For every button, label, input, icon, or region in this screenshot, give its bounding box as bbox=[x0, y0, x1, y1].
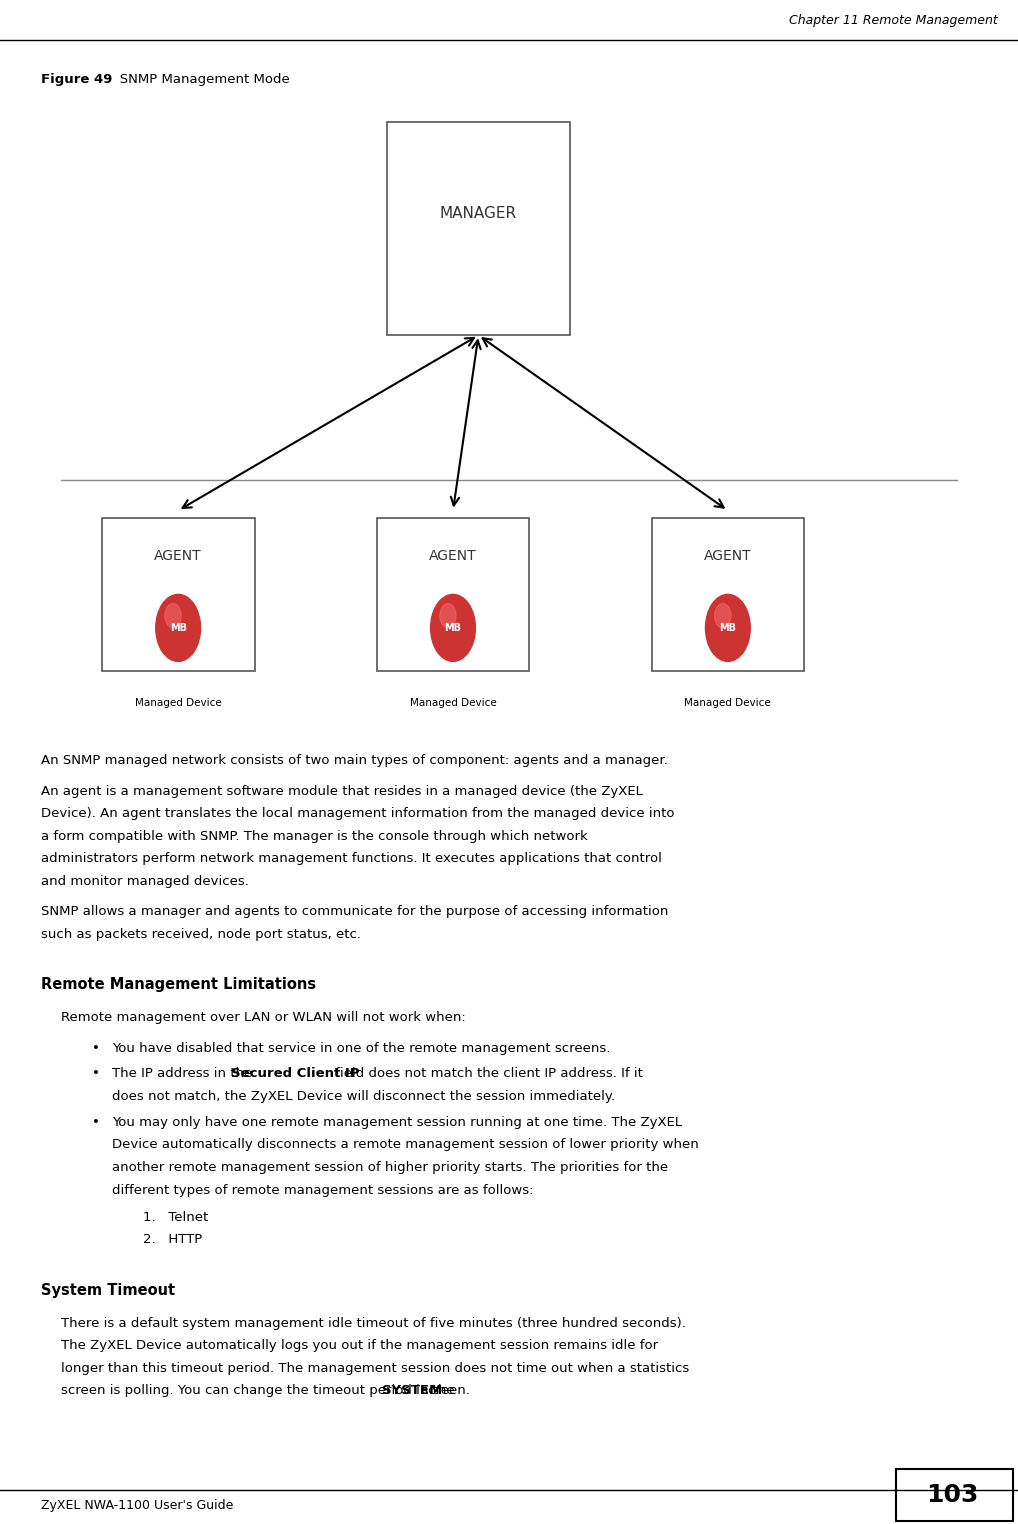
Text: •: • bbox=[92, 1067, 100, 1081]
Text: MANAGER: MANAGER bbox=[440, 206, 517, 221]
Text: Managed Device: Managed Device bbox=[409, 698, 497, 709]
Circle shape bbox=[165, 604, 181, 628]
Text: The IP address in the: The IP address in the bbox=[112, 1067, 257, 1081]
Circle shape bbox=[715, 604, 731, 628]
Text: MB: MB bbox=[720, 623, 736, 632]
Text: Managed Device: Managed Device bbox=[134, 698, 222, 709]
Text: 2.   HTTP: 2. HTTP bbox=[143, 1233, 202, 1247]
Text: Secured Client IP: Secured Client IP bbox=[231, 1067, 359, 1081]
Text: field does not match the client IP address. If it: field does not match the client IP addre… bbox=[331, 1067, 643, 1081]
FancyBboxPatch shape bbox=[387, 122, 570, 335]
Text: Chapter 11 Remote Management: Chapter 11 Remote Management bbox=[789, 14, 998, 27]
Text: Remote Management Limitations: Remote Management Limitations bbox=[41, 977, 316, 992]
Text: and monitor managed devices.: and monitor managed devices. bbox=[41, 875, 248, 888]
Text: Device). An agent translates the local management information from the managed d: Device). An agent translates the local m… bbox=[41, 808, 674, 820]
Text: AGENT: AGENT bbox=[704, 549, 751, 564]
Text: screen.: screen. bbox=[417, 1384, 470, 1398]
Circle shape bbox=[440, 604, 456, 628]
Text: 1.   Telnet: 1. Telnet bbox=[143, 1210, 208, 1224]
Text: SYSTEM: SYSTEM bbox=[382, 1384, 442, 1398]
Text: MB: MB bbox=[170, 623, 186, 632]
Text: another remote management session of higher priority starts. The priorities for : another remote management session of hig… bbox=[112, 1161, 668, 1173]
Text: You may only have one remote management session running at one time. The ZyXEL: You may only have one remote management … bbox=[112, 1116, 682, 1129]
Text: AGENT: AGENT bbox=[430, 549, 476, 564]
Text: •: • bbox=[92, 1116, 100, 1129]
Text: screen is polling. You can change the timeout period in the: screen is polling. You can change the ti… bbox=[61, 1384, 459, 1398]
Text: ZyXEL NWA-1100 User's Guide: ZyXEL NWA-1100 User's Guide bbox=[41, 1500, 233, 1512]
Text: different types of remote management sessions are as follows:: different types of remote management ses… bbox=[112, 1184, 533, 1196]
Text: An agent is a management software module that resides in a managed device (the Z: An agent is a management software module… bbox=[41, 785, 642, 797]
FancyBboxPatch shape bbox=[377, 518, 529, 671]
Circle shape bbox=[156, 594, 201, 661]
Text: The ZyXEL Device automatically logs you out if the management session remains id: The ZyXEL Device automatically logs you … bbox=[61, 1340, 659, 1352]
Text: Figure 49: Figure 49 bbox=[41, 73, 112, 87]
Text: a form compatible with SNMP. The manager is the console through which network: a form compatible with SNMP. The manager… bbox=[41, 829, 587, 843]
Text: administrators perform network management functions. It executes applications th: administrators perform network managemen… bbox=[41, 852, 662, 866]
Text: An SNMP managed network consists of two main types of component: agents and a ma: An SNMP managed network consists of two … bbox=[41, 754, 668, 768]
Text: Remote management over LAN or WLAN will not work when:: Remote management over LAN or WLAN will … bbox=[61, 1010, 466, 1024]
Text: There is a default system management idle timeout of five minutes (three hundred: There is a default system management idl… bbox=[61, 1317, 686, 1330]
Text: You have disabled that service in one of the remote management screens.: You have disabled that service in one of… bbox=[112, 1041, 611, 1055]
Text: Device automatically disconnects a remote management session of lower priority w: Device automatically disconnects a remot… bbox=[112, 1138, 698, 1152]
FancyBboxPatch shape bbox=[652, 518, 804, 671]
Text: MB: MB bbox=[445, 623, 461, 632]
Text: 103: 103 bbox=[925, 1483, 978, 1507]
Text: SNMP Management Mode: SNMP Management Mode bbox=[107, 73, 290, 87]
Text: such as packets received, node port status, etc.: such as packets received, node port stat… bbox=[41, 928, 360, 940]
Text: Managed Device: Managed Device bbox=[684, 698, 772, 709]
Text: SNMP allows a manager and agents to communicate for the purpose of accessing inf: SNMP allows a manager and agents to comm… bbox=[41, 905, 668, 917]
Text: longer than this timeout period. The management session does not time out when a: longer than this timeout period. The man… bbox=[61, 1362, 689, 1375]
FancyBboxPatch shape bbox=[102, 518, 254, 671]
Text: does not match, the ZyXEL Device will disconnect the session immediately.: does not match, the ZyXEL Device will di… bbox=[112, 1090, 615, 1103]
Circle shape bbox=[431, 594, 475, 661]
Text: •: • bbox=[92, 1041, 100, 1055]
Text: AGENT: AGENT bbox=[155, 549, 202, 564]
Text: System Timeout: System Timeout bbox=[41, 1283, 175, 1298]
FancyBboxPatch shape bbox=[896, 1469, 1013, 1521]
Circle shape bbox=[705, 594, 750, 661]
